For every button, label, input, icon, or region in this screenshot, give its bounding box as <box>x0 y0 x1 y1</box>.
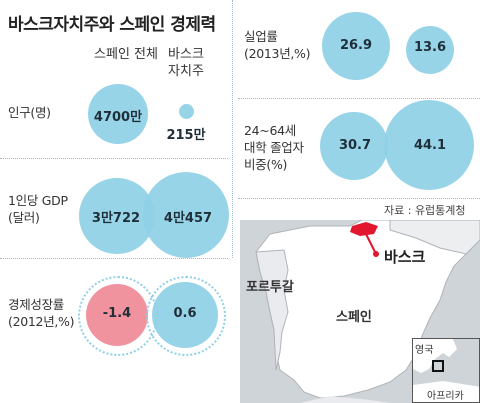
unemployment-spain-circle <box>322 12 390 80</box>
africa-land <box>300 396 390 403</box>
inset-highlight-box <box>432 360 444 372</box>
graduates-basque-circle <box>384 100 474 190</box>
population-basque-value: 215만 <box>166 128 206 143</box>
divider <box>0 258 228 259</box>
france-land <box>389 220 480 255</box>
graduates-basque-value: 44.1 <box>413 138 447 153</box>
growth-spain-circle <box>86 284 148 346</box>
population-basque-circle <box>179 104 194 119</box>
unemployment-basque-value: 13.6 <box>413 40 447 55</box>
divider <box>238 198 480 199</box>
portugal-land <box>255 249 289 371</box>
map-label-spain: 스페인 <box>336 310 372 325</box>
graduates-spain-circle <box>320 112 388 180</box>
africa-inset-land <box>413 381 479 402</box>
source-note: 자료 : 유럽통계청 <box>384 204 466 217</box>
gdp-basque-circle <box>143 172 229 258</box>
growth-basque-value: 0.6 <box>173 306 197 321</box>
map-graphic <box>255 220 480 403</box>
row-label-growth: 경제성장률 (2012년,%) <box>8 297 75 329</box>
divider <box>238 98 480 99</box>
inset-map: 영국 아프리카 <box>412 338 480 403</box>
graduates-spain-value: 30.7 <box>338 138 372 153</box>
gdp-spain-circle <box>79 178 155 254</box>
divider <box>0 158 228 159</box>
gdp-basque-value: 4만457 <box>163 211 213 226</box>
growth-basque-ring <box>146 276 226 356</box>
population-spain-circle <box>88 84 148 144</box>
row-label-unemployment: 실업률 (2013년,%) <box>244 29 311 61</box>
row-label-gdp: 1인당 GDP (달러) <box>8 193 68 225</box>
column-header-spain: 스페인 전체 <box>94 47 158 62</box>
row-label-population: 인구(명) <box>8 105 51 120</box>
population-spain-value: 4700만 <box>93 110 143 125</box>
europe-land <box>413 339 457 373</box>
growth-basque-circle <box>152 282 218 348</box>
inset-label-africa: 아프리카 <box>427 391 464 402</box>
basque-region <box>350 222 378 236</box>
unemployment-basque-circle <box>406 26 454 74</box>
map-label-basque: 바스크 <box>384 248 426 266</box>
page-title: 바스크자치주와 스페인 경제력 <box>8 15 216 35</box>
map-label-portugal: 포르투갈 <box>246 280 294 295</box>
basque-pointer <box>363 229 377 255</box>
inset-graphic <box>413 339 479 402</box>
unemployment-spain-value: 26.9 <box>339 38 373 53</box>
divider <box>232 0 233 258</box>
basque-marker <box>373 251 379 257</box>
inset-label-uk: 영국 <box>415 345 434 356</box>
row-label-graduates: 24~64세 대학 졸업자 비중(%) <box>244 123 304 172</box>
growth-spain-value: -1.4 <box>102 306 132 321</box>
column-header-basque: 바스크 자치주 <box>168 47 204 79</box>
gdp-spain-value: 3만722 <box>91 211 141 226</box>
